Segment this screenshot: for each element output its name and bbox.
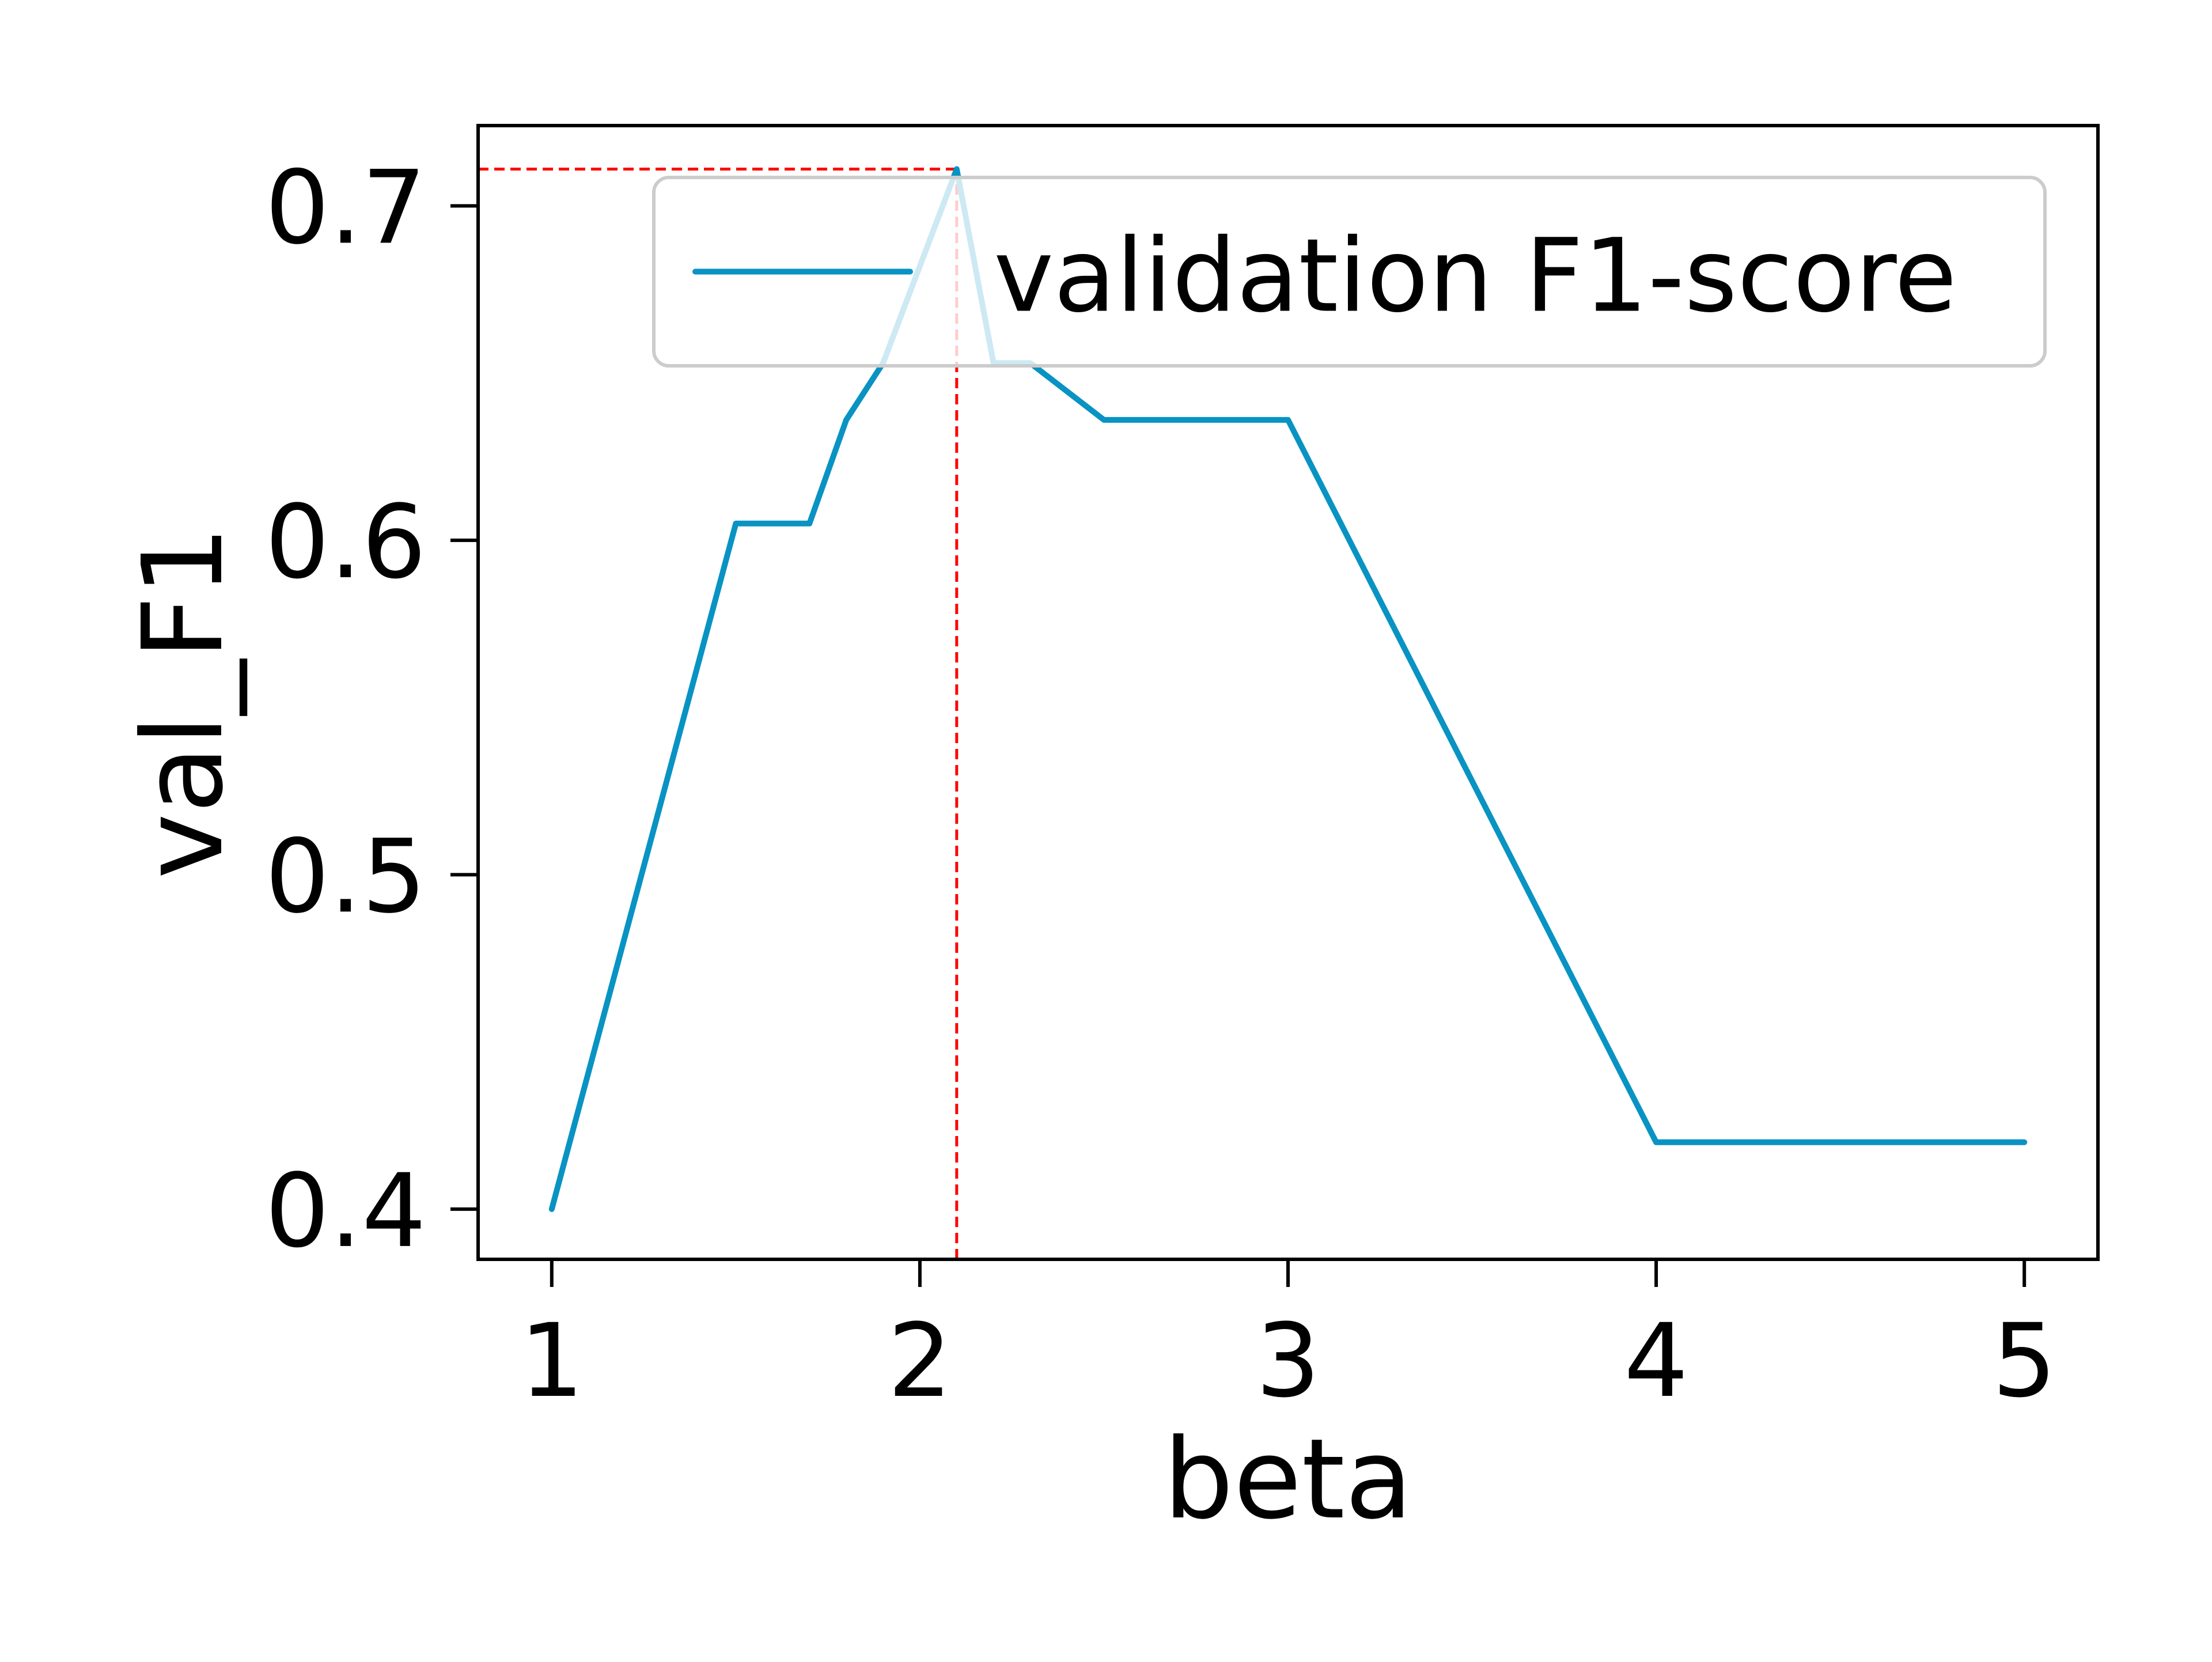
x-tick-label-1: 2 [888, 1302, 952, 1420]
x-tick-label-2: 3 [1256, 1302, 1320, 1420]
legend-label-0: validation F1-score [994, 217, 1957, 335]
y-axis-label: val_F1 [119, 525, 248, 879]
x-tick-label-4: 5 [1992, 1302, 2056, 1420]
x-axis-label: beta [1164, 1415, 1413, 1544]
y-tick-label-3: 0.7 [265, 149, 426, 267]
x-tick-label-3: 4 [1624, 1302, 1688, 1420]
y-tick-label-0: 0.4 [265, 1152, 426, 1270]
y-tick-label-1: 0.5 [265, 817, 426, 936]
x-tick-label-0: 1 [520, 1302, 584, 1420]
y-tick-label-2: 0.6 [265, 483, 426, 601]
legend-box [652, 176, 2047, 368]
